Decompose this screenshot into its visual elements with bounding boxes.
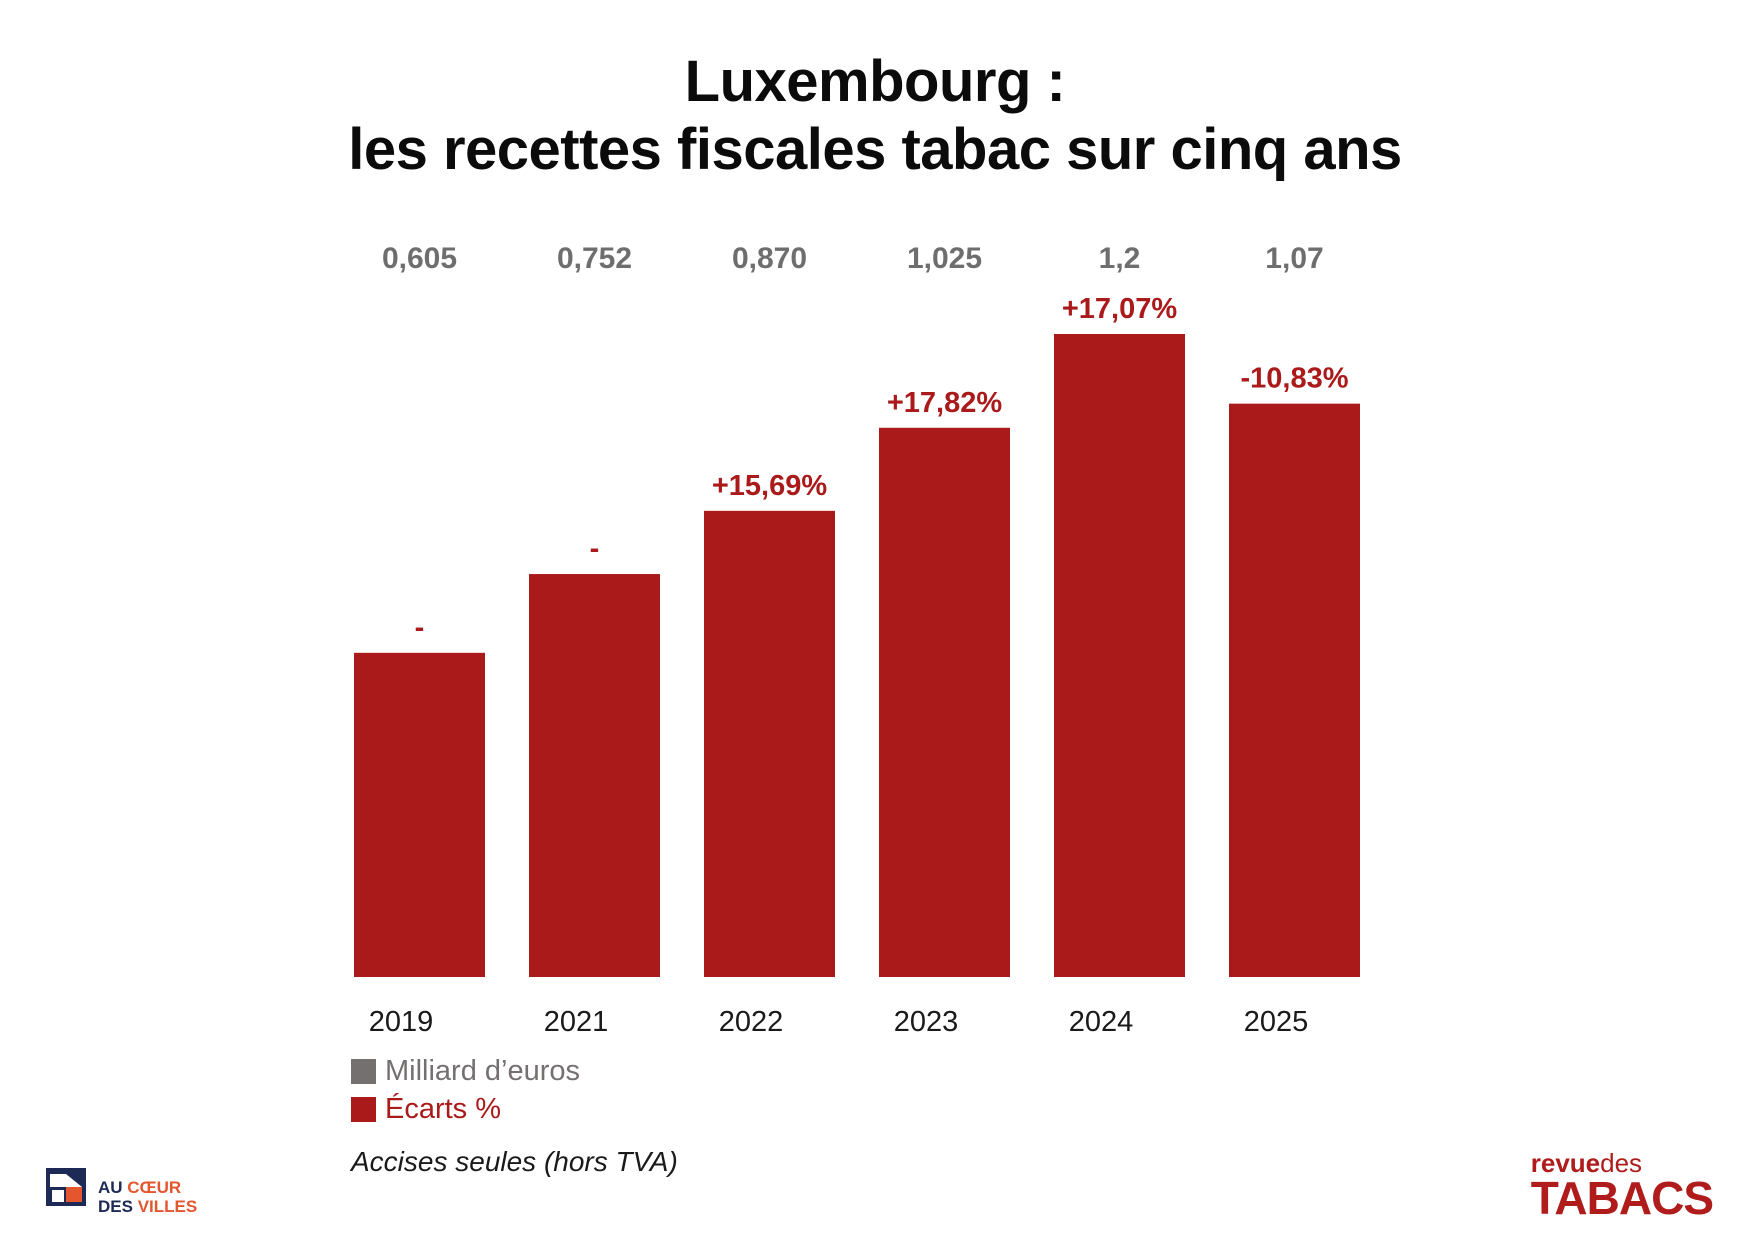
bar-2025 xyxy=(1229,403,1360,977)
percent-label-2024: +17,07% xyxy=(1062,293,1178,325)
chart-title: Luxembourg : les recettes fiscales tabac… xyxy=(0,48,1750,184)
x-tick-2024: 2024 xyxy=(1069,1006,1134,1038)
logo-right-revue: revue xyxy=(1530,1148,1601,1178)
value-label-2022: 0,870 xyxy=(732,242,807,275)
logo-left-des: DES xyxy=(98,1197,133,1216)
bar-chart: 0,605 - 2019 0,752 - 2021 0,870 +15,69% 2022 1,02… xyxy=(354,242,1360,1038)
legend: Milliard d’euros Écarts % xyxy=(351,1052,580,1128)
legend-swatch-percent xyxy=(351,1096,376,1122)
x-tick-2022: 2022 xyxy=(719,1006,784,1038)
logo-left-au: AU xyxy=(98,1178,123,1197)
legend-label-amount: Milliard d’euros xyxy=(385,1054,581,1087)
value-label-2021: 0,752 xyxy=(557,242,632,275)
value-label-2024: 1,2 xyxy=(1099,242,1141,275)
x-tick-2019: 2019 xyxy=(369,1006,434,1038)
chart-title-line2: les recettes fiscales tabac sur cinq ans xyxy=(348,117,1402,182)
x-tick-2025: 2025 xyxy=(1244,1006,1309,1038)
value-label-2023: 1,025 xyxy=(907,242,982,275)
footnote: Accises seules (hors TVA) xyxy=(351,1146,678,1177)
bar-2022 xyxy=(704,510,835,977)
logo-left-text: AU CŒUR DES VILLES xyxy=(98,1178,197,1216)
legend-item-amount: Milliard d’euros xyxy=(351,1052,580,1090)
logo-right-tabacs: TABACS xyxy=(1530,1172,1714,1224)
x-tick-2023: 2023 xyxy=(894,1006,959,1038)
percent-label-2025: -10,83% xyxy=(1240,363,1348,395)
au-coeur-des-villes-logo: AU CŒUR DES VILLES xyxy=(44,1164,197,1216)
value-label-2025: 1,07 xyxy=(1265,242,1323,275)
house-icon xyxy=(46,1168,86,1206)
value-label-2019: 0,605 xyxy=(382,242,457,275)
legend-swatch-amount xyxy=(351,1058,376,1084)
percent-label-2023: +17,82% xyxy=(887,387,1003,419)
legend-item-percent: Écarts % xyxy=(351,1090,580,1128)
logo-left-coeur: CŒUR xyxy=(127,1178,182,1197)
bar-2019 xyxy=(354,652,485,977)
bar-2024 xyxy=(1054,334,1185,977)
legend-label-percent: Écarts % xyxy=(385,1092,502,1125)
percent-label-2019: - xyxy=(415,612,425,644)
percent-label-2021: - xyxy=(590,533,600,565)
logo-left-villes: VILLES xyxy=(137,1197,198,1216)
bar-2021 xyxy=(529,574,660,977)
logo-right-des: des xyxy=(1600,1148,1643,1178)
bar-2023 xyxy=(879,427,1010,977)
percent-label-2022: +15,69% xyxy=(712,470,828,502)
revue-des-tabacs-logo: revuedes TABACS xyxy=(1530,1148,1714,1224)
x-tick-2021: 2021 xyxy=(544,1006,609,1038)
chart-title-line1: Luxembourg : xyxy=(684,49,1066,114)
